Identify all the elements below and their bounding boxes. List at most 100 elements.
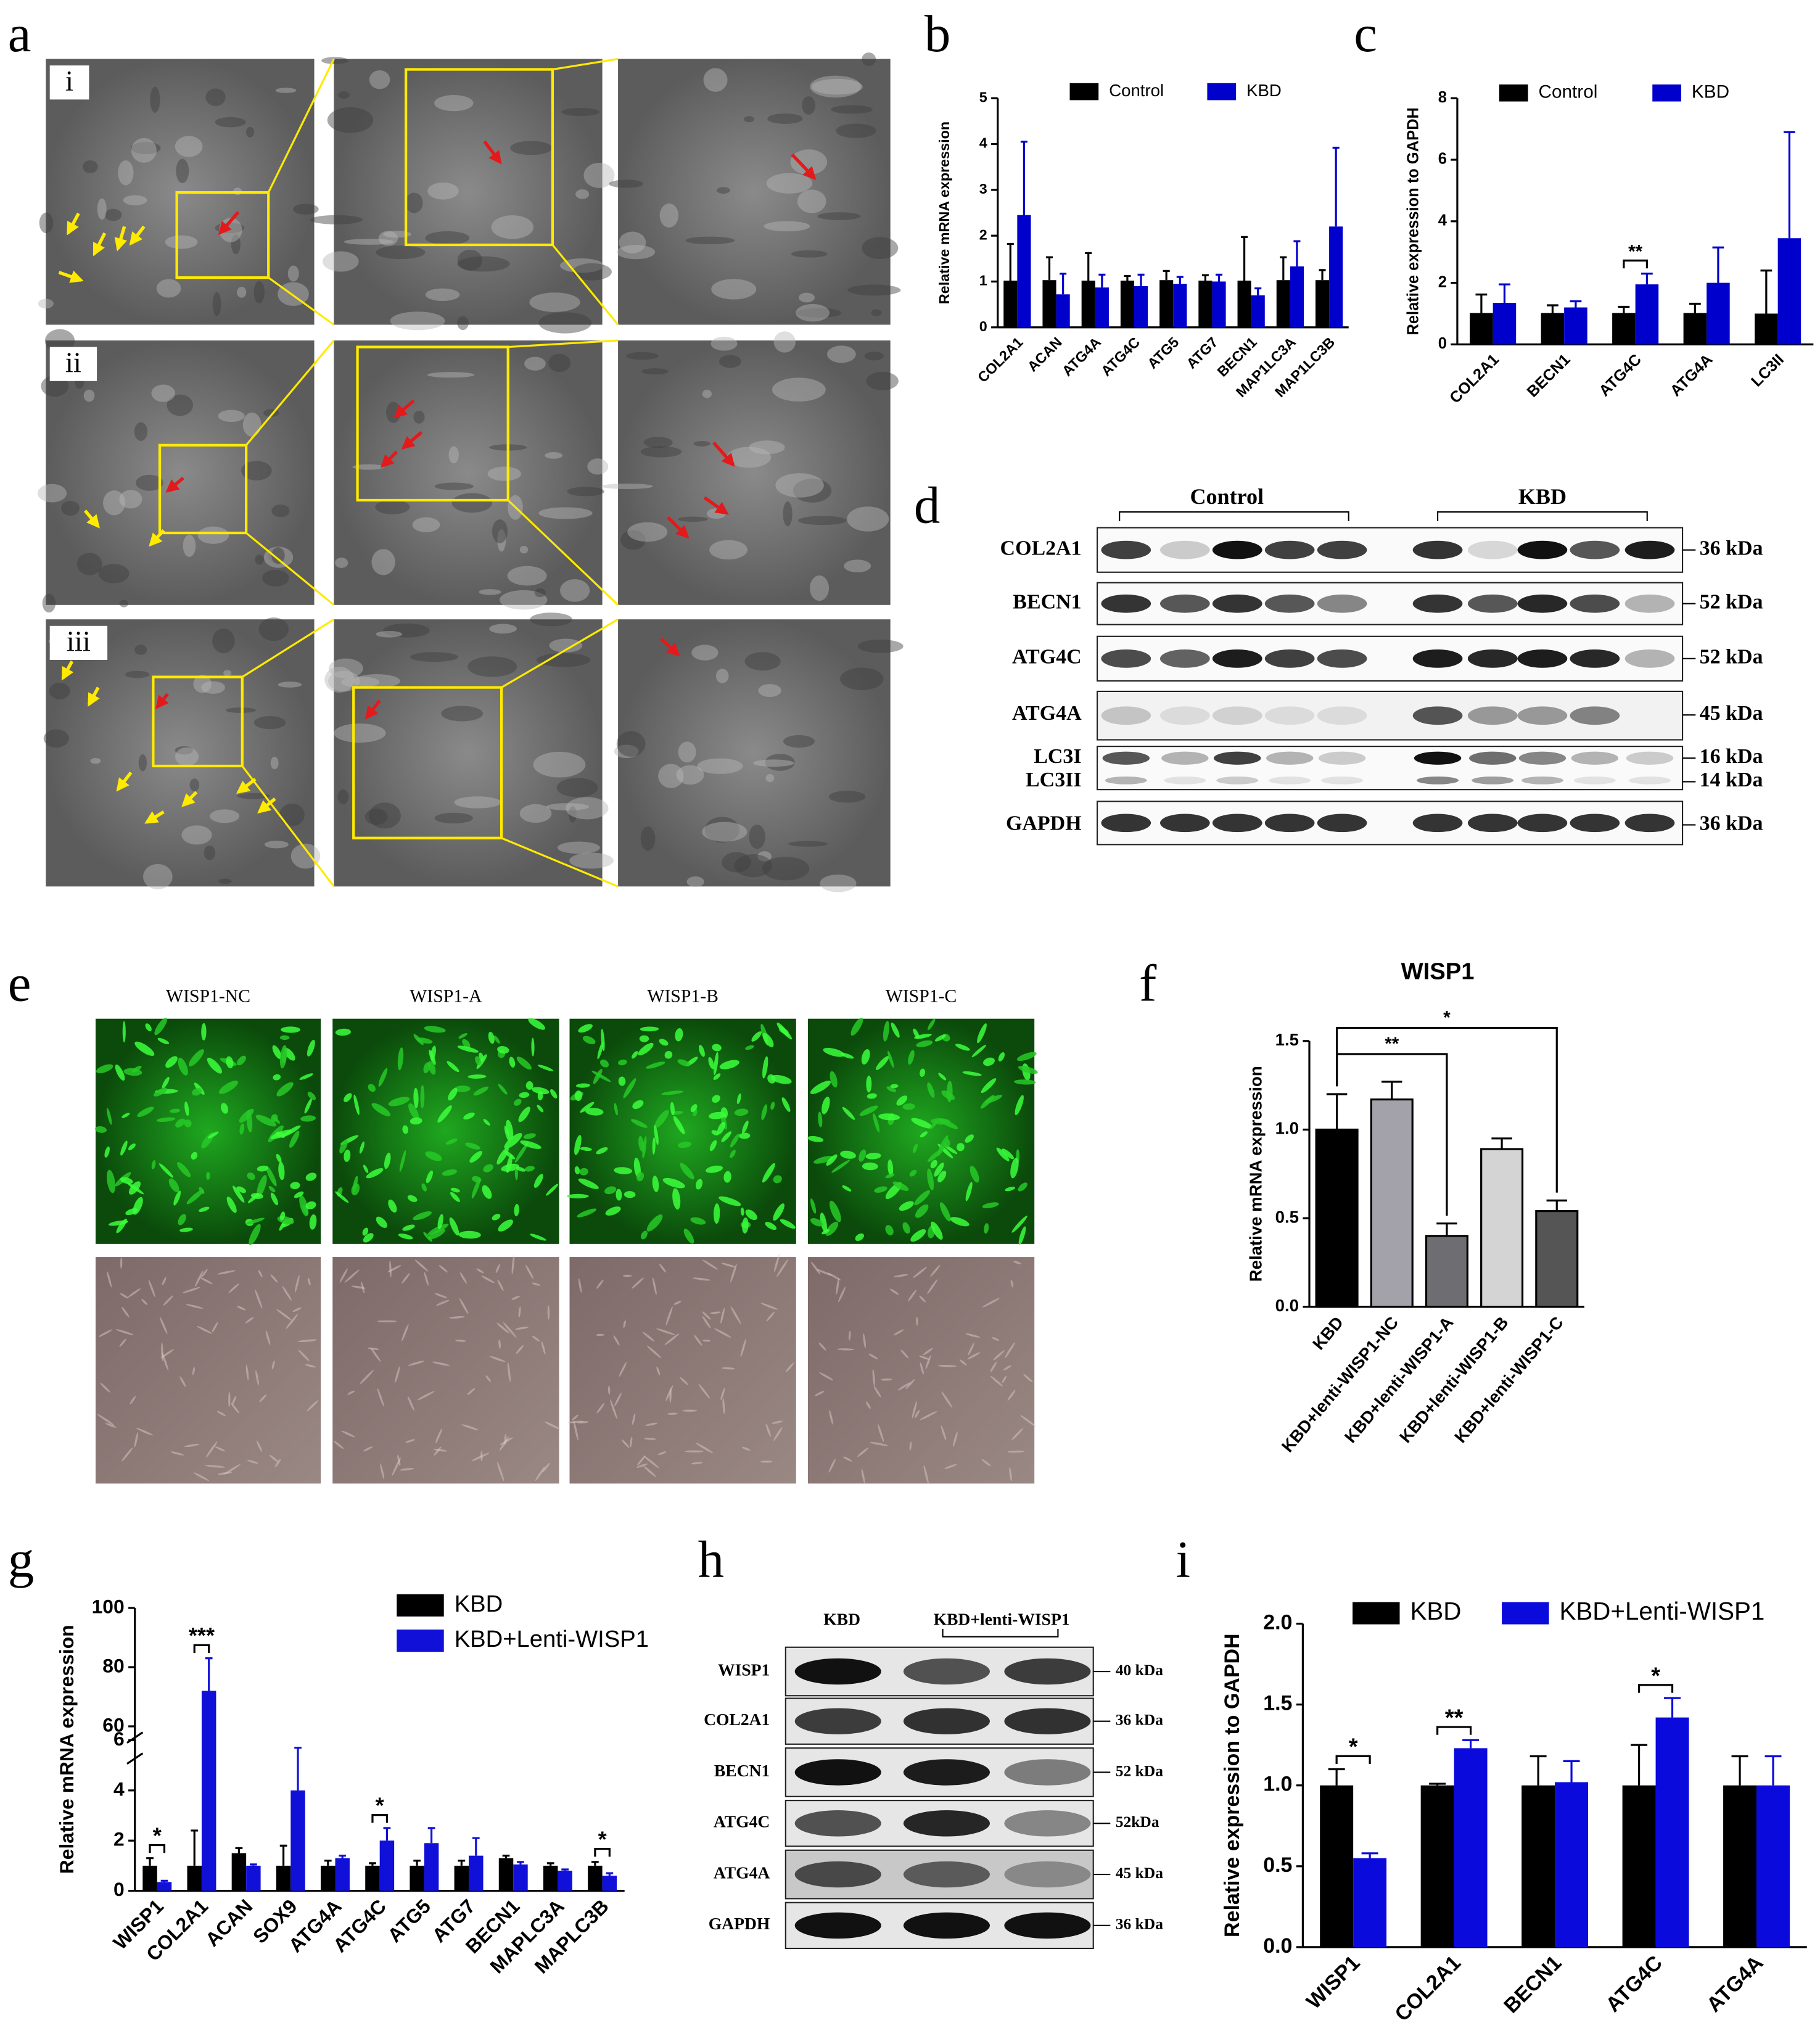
cell — [95, 1126, 107, 1133]
bar — [498, 1858, 514, 1891]
band — [794, 1861, 881, 1888]
cell — [638, 1042, 654, 1056]
error-bar — [1712, 246, 1724, 283]
size-label: 40 kDa — [1116, 1661, 1163, 1679]
cell — [850, 1018, 863, 1036]
cell — [878, 1113, 900, 1121]
cell — [514, 1204, 519, 1217]
y-tick-label: 8 — [1438, 89, 1447, 106]
cell — [182, 1287, 200, 1293]
tem-image — [334, 619, 603, 887]
band — [1161, 751, 1209, 765]
cell — [652, 1137, 656, 1155]
tem-texture — [293, 204, 319, 215]
cell — [825, 1221, 839, 1236]
tem-texture — [210, 809, 240, 823]
column-label: WISP1-B — [647, 987, 719, 1007]
cell — [485, 1375, 492, 1382]
cell — [639, 1035, 649, 1042]
legend-swatch — [1652, 84, 1681, 102]
cell — [276, 1309, 292, 1321]
band — [1216, 776, 1259, 785]
tem-texture — [847, 506, 889, 532]
band — [1469, 751, 1517, 765]
band — [1266, 751, 1314, 765]
cell — [773, 1175, 782, 1184]
band — [1317, 594, 1367, 613]
cell — [838, 1287, 846, 1303]
bar — [1237, 280, 1251, 328]
cell — [98, 1329, 112, 1337]
cell — [134, 1041, 155, 1056]
tem-texture — [685, 236, 735, 245]
brightfield-image — [807, 1257, 1035, 1484]
cell — [920, 1131, 928, 1138]
bar — [1655, 1717, 1689, 1947]
tem-texture — [479, 589, 501, 595]
size-label: 52 kDa — [1700, 590, 1763, 613]
bar — [1622, 1785, 1656, 1947]
cell — [934, 1162, 944, 1177]
tem-texture — [719, 355, 741, 368]
tem-texture — [237, 286, 247, 298]
tem-texture — [686, 876, 704, 888]
cell — [893, 1329, 904, 1336]
band — [1101, 649, 1151, 668]
significance-bracket — [1623, 259, 1649, 269]
cell — [730, 1306, 741, 1324]
tem-image — [618, 59, 891, 325]
cell — [473, 1086, 489, 1096]
error-bar — [427, 1827, 435, 1844]
cell — [734, 1108, 749, 1116]
size-label: 52 kDa — [1700, 646, 1763, 669]
error-bar — [1254, 287, 1262, 295]
x-tick-label: WISP1 — [1302, 1951, 1365, 2014]
band — [1101, 594, 1151, 613]
cell — [504, 1433, 507, 1445]
size-label: 36 kDa — [1116, 1711, 1163, 1729]
legend-swatch — [1207, 83, 1237, 101]
tem-texture — [676, 765, 704, 785]
cell — [678, 1141, 692, 1148]
tem-texture — [231, 234, 241, 255]
cell — [990, 1375, 1003, 1387]
cell — [205, 1465, 226, 1468]
cell — [577, 1421, 589, 1424]
cell — [541, 1341, 546, 1355]
cell — [399, 1150, 406, 1172]
cell — [218, 1081, 238, 1094]
tem-texture — [866, 371, 899, 390]
band — [903, 1708, 990, 1734]
cell — [638, 1135, 644, 1152]
band — [794, 1810, 881, 1837]
cell — [121, 1447, 133, 1462]
cell — [632, 1051, 638, 1059]
cell — [353, 1094, 360, 1115]
tem-texture — [857, 639, 904, 653]
cell — [458, 1032, 467, 1039]
y-tick-label: 0 — [979, 318, 987, 334]
significance-bracket — [149, 1844, 166, 1853]
cell — [730, 1134, 739, 1148]
cell — [488, 1031, 495, 1044]
x-tick-label: ATG4A — [1667, 351, 1716, 400]
tem-texture — [836, 123, 876, 138]
tem-texture — [727, 447, 772, 468]
y-tick-label: 0.0 — [1263, 1934, 1292, 1958]
cell — [953, 1432, 958, 1447]
zoom-line — [245, 339, 335, 446]
error-bar — [517, 1861, 524, 1865]
cell — [621, 1439, 630, 1448]
chart-title: WISP1 — [1401, 958, 1475, 984]
band — [1517, 814, 1568, 833]
cell — [498, 1339, 501, 1349]
tem-texture — [383, 623, 430, 638]
cell — [424, 1272, 429, 1286]
tem-texture — [97, 198, 107, 220]
cell — [659, 1039, 669, 1046]
band — [1412, 706, 1463, 725]
legend-swatch — [397, 1630, 444, 1652]
tem-texture — [559, 258, 604, 273]
legend-label: Control — [1109, 81, 1164, 100]
